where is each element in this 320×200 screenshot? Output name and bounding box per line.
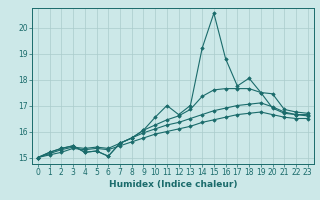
X-axis label: Humidex (Indice chaleur): Humidex (Indice chaleur)	[108, 180, 237, 189]
